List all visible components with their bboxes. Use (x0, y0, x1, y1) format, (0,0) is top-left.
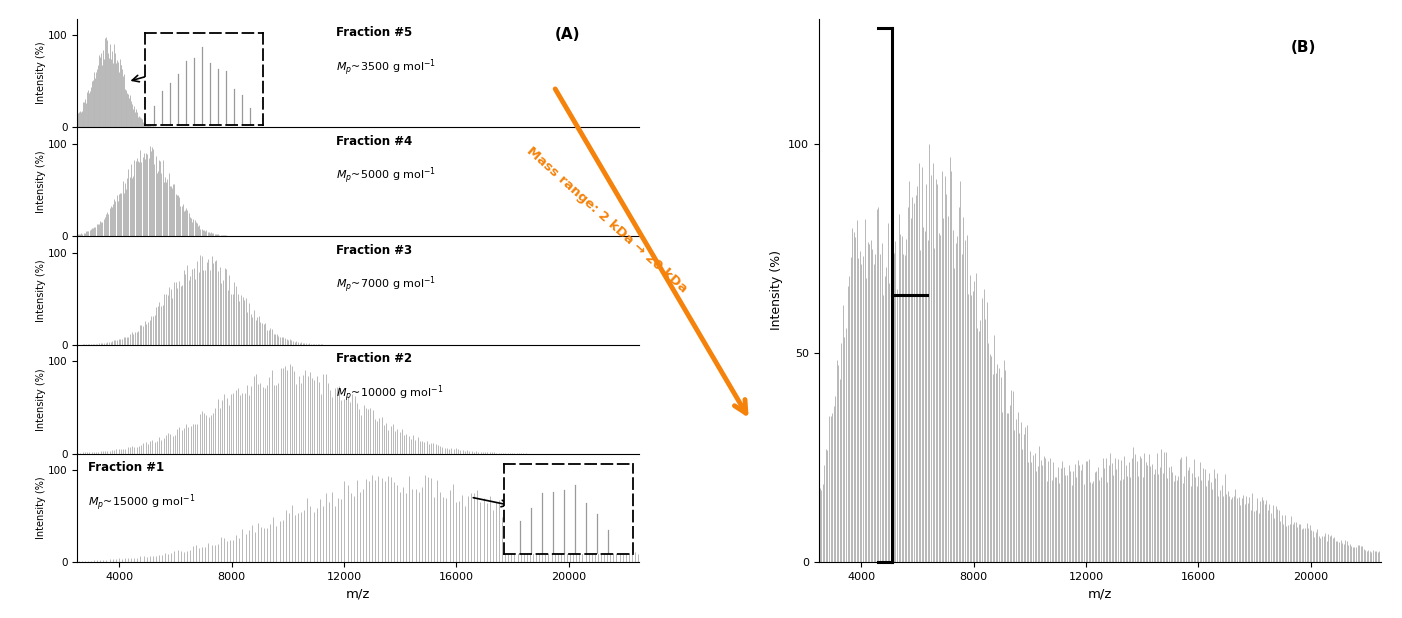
Y-axis label: Intensity (%): Intensity (%) (36, 476, 46, 540)
Text: (B): (B) (1291, 40, 1316, 55)
X-axis label: m/z: m/z (346, 588, 370, 601)
X-axis label: m/z: m/z (1088, 588, 1112, 601)
Text: Fraction #5: Fraction #5 (335, 26, 412, 39)
Text: Fraction #1: Fraction #1 (88, 461, 164, 474)
Text: Fraction #2: Fraction #2 (335, 352, 412, 365)
Text: $M_p$~15000 g mol$^{-1}$: $M_p$~15000 g mol$^{-1}$ (88, 492, 196, 513)
Text: $M_p$~5000 g mol$^{-1}$: $M_p$~5000 g mol$^{-1}$ (335, 166, 436, 187)
Y-axis label: Intensity (%): Intensity (%) (36, 368, 46, 431)
Text: $M_p$~7000 g mol$^{-1}$: $M_p$~7000 g mol$^{-1}$ (335, 274, 436, 295)
Text: $M_p$~10000 g mol$^{-1}$: $M_p$~10000 g mol$^{-1}$ (335, 383, 443, 404)
Y-axis label: Intensity (%): Intensity (%) (36, 150, 46, 213)
Y-axis label: Intensity (%): Intensity (%) (36, 259, 46, 322)
Text: Mass range: 2 kDa → 20 kDa: Mass range: 2 kDa → 20 kDa (524, 144, 690, 295)
Text: Fraction #4: Fraction #4 (335, 135, 412, 148)
Y-axis label: Intensity (%): Intensity (%) (770, 250, 782, 331)
Text: Fraction #3: Fraction #3 (335, 243, 412, 256)
Y-axis label: Intensity (%): Intensity (%) (36, 41, 46, 104)
Text: $M_p$~3500 g mol$^{-1}$: $M_p$~3500 g mol$^{-1}$ (335, 57, 436, 78)
Text: (A): (A) (555, 27, 580, 42)
